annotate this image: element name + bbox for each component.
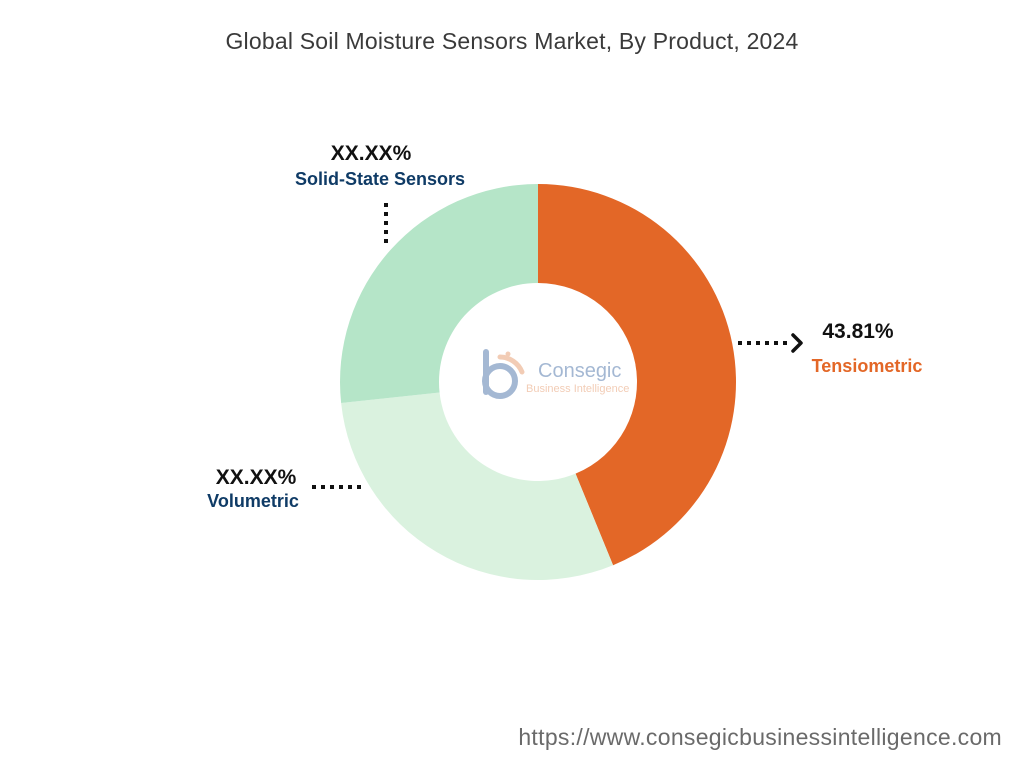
logo-icon: [482, 349, 525, 399]
category-label-tensiometric: Tensiometric: [812, 356, 923, 376]
watermark-tagline: Business Intelligence: [526, 383, 629, 395]
slice-tensiometric: [538, 184, 737, 566]
arrow-right-icon: [791, 333, 803, 353]
value-label-volumetric: XX.XX%: [216, 466, 297, 489]
category-label-volumetric: Volumetric: [207, 491, 299, 511]
watermark: Consegic Business Intelligence: [482, 349, 629, 399]
slice-solid-state: [340, 184, 538, 403]
category-label-solid-state: Solid-State Sensors: [295, 169, 465, 189]
value-label-tensiometric: 43.81%: [822, 320, 894, 343]
slices-group: [340, 184, 737, 580]
data-labels: XX.XX% Solid-State Sensors 43.81% Tensio…: [207, 142, 922, 511]
value-label-solid-state: XX.XX%: [331, 142, 412, 165]
watermark-name: Consegic: [538, 360, 621, 382]
source-url: https://www.consegicbusinessintelligence…: [518, 724, 1002, 750]
chart-title: Global Soil Moisture Sensors Market, By …: [225, 28, 799, 54]
slice-volumetric: [341, 392, 614, 580]
leader-lines: [312, 203, 803, 489]
